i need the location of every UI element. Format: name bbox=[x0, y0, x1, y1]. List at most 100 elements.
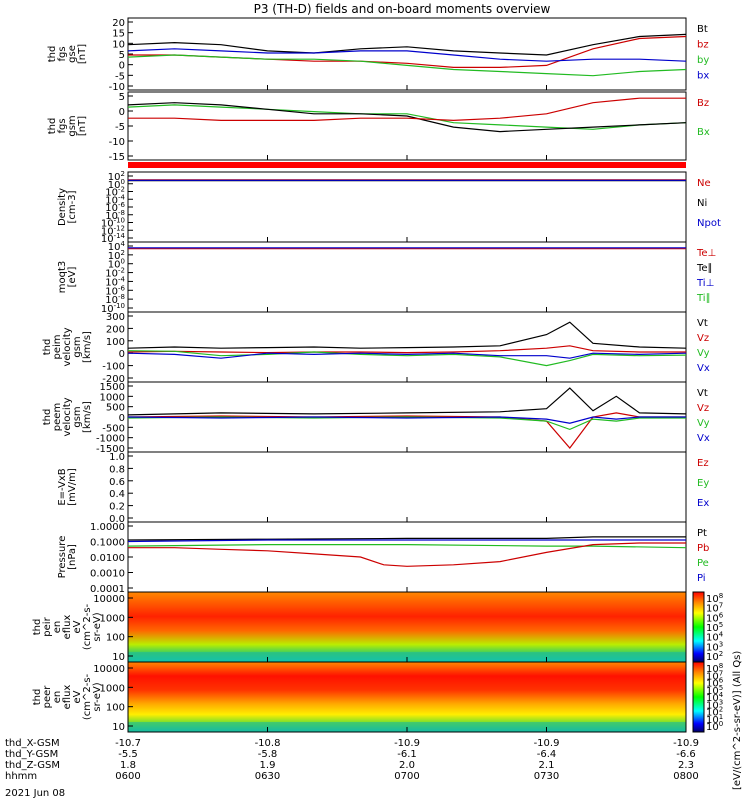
panel-frame bbox=[127, 171, 687, 243]
quality-flag-bar bbox=[128, 162, 686, 168]
tick-label: 105 bbox=[706, 684, 723, 697]
tick-label: 0.0100 bbox=[90, 553, 125, 564]
xaxis-value: 1.8 bbox=[120, 760, 136, 771]
series-line-pt bbox=[127, 536, 686, 541]
tick-label: 5 bbox=[119, 50, 125, 61]
legend-entry: Pt bbox=[697, 528, 707, 539]
tick-label: 10-4 bbox=[105, 275, 125, 288]
tick-label: 108 bbox=[706, 592, 723, 605]
legend-entry: Vt bbox=[697, 318, 708, 329]
axis-label: [km/s] bbox=[82, 401, 93, 433]
xaxis-value: -6.1 bbox=[397, 749, 417, 760]
tick-label: 0.0 bbox=[109, 514, 125, 525]
tick-label: 0.1000 bbox=[90, 538, 125, 549]
axis-label: velocity bbox=[62, 327, 73, 366]
axis-label: [nPa] bbox=[67, 544, 78, 570]
axis-label: eV bbox=[72, 690, 83, 703]
xaxis-value: 0700 bbox=[394, 771, 419, 782]
axis-label: gsm bbox=[72, 336, 83, 357]
xaxis-value: -10.9 bbox=[673, 738, 699, 749]
tick-label: 20 bbox=[112, 18, 125, 29]
axis-label: gsm bbox=[72, 406, 83, 427]
xaxis-row-name: thd_Y-GSM bbox=[5, 749, 58, 760]
panel-8: 10000 1000 100 10 thd peir en eflux eV (cm^2-s-sr… bbox=[32, 591, 687, 663]
series-line-vt bbox=[127, 321, 687, 349]
legend-entry: Ez bbox=[697, 458, 709, 469]
legend-entry: Vz bbox=[697, 403, 709, 414]
axis-label: peem bbox=[52, 403, 63, 431]
axis-label: eV bbox=[72, 620, 83, 633]
axis-label: thd bbox=[47, 118, 58, 135]
series-line-bx bbox=[127, 48, 687, 62]
series-line-by bbox=[127, 54, 687, 77]
spectrogram bbox=[128, 592, 686, 662]
xaxis-value: 0630 bbox=[255, 771, 280, 782]
axis-label: eflux bbox=[62, 615, 73, 640]
tick-label: 0 bbox=[119, 349, 125, 360]
tick-label: 103 bbox=[706, 698, 723, 711]
xaxis-row-name: thd_Z-GSM bbox=[5, 760, 60, 771]
tick-label: -1000 bbox=[96, 434, 125, 445]
tick-label: 10-12 bbox=[101, 224, 125, 237]
colorbar-ion bbox=[692, 591, 705, 663]
legend-entry: Ti∥ bbox=[696, 293, 711, 304]
axis-label: peer bbox=[42, 685, 53, 709]
legend-entry: Te∥ bbox=[696, 263, 713, 274]
colorbar-electron bbox=[692, 661, 705, 733]
legend-entry: bx bbox=[697, 71, 709, 82]
axis-label: fgs bbox=[57, 46, 68, 61]
panel-1: 5 0 -5 -10 -15 thd fgs gsm [nT] Bz Bx bbox=[47, 91, 710, 163]
tick-label: 1000 bbox=[100, 613, 125, 624]
tick-label: 0.2 bbox=[109, 502, 125, 513]
axis-label: [eV] bbox=[67, 267, 78, 288]
axis-label: fgs bbox=[57, 118, 68, 133]
series-line-bz bbox=[128, 35, 687, 69]
tick-label: 103 bbox=[706, 640, 723, 653]
series-line-vx bbox=[127, 416, 686, 424]
legend-entry: Bx bbox=[697, 127, 710, 138]
series-line-bx bbox=[127, 104, 687, 130]
panel-frame bbox=[127, 241, 687, 313]
tick-label: 105 bbox=[706, 621, 723, 634]
axis-label: thd bbox=[32, 689, 43, 706]
tick-label: 100 bbox=[106, 633, 125, 644]
tick-label: 104 bbox=[706, 631, 724, 644]
tick-label: 200 bbox=[106, 324, 125, 335]
tick-label: 1000 bbox=[100, 392, 125, 403]
axis-label: [nT] bbox=[77, 44, 88, 64]
legend-entry: Ey bbox=[697, 478, 709, 489]
tick-label: 0.6 bbox=[109, 477, 125, 488]
legend-entry: Vx bbox=[697, 363, 710, 374]
xaxis-value: 2.0 bbox=[399, 760, 415, 771]
legend-entry: Pe bbox=[697, 558, 709, 569]
tick-label: 0 bbox=[119, 107, 125, 118]
tick-label: -10 bbox=[109, 137, 125, 148]
tick-label: 10-6 bbox=[105, 284, 125, 297]
axis-label: Pressure bbox=[57, 536, 68, 579]
legend-entry: Npot bbox=[697, 218, 721, 229]
tick-label: 106 bbox=[706, 677, 724, 690]
tick-label: 0.0001 bbox=[90, 584, 125, 595]
axis-label: sr-eV) bbox=[92, 682, 103, 711]
tick-label: 10-2 bbox=[105, 267, 125, 280]
tick-label: 10-8 bbox=[105, 293, 125, 306]
tick-label: 100 bbox=[106, 337, 125, 348]
axis-label: en bbox=[52, 621, 63, 634]
axis-label: E=-VxB bbox=[57, 468, 68, 505]
tick-label: 108 bbox=[706, 662, 723, 675]
tick-label: -500 bbox=[102, 423, 125, 434]
tick-label: -200 bbox=[102, 374, 125, 385]
tick-label: -5 bbox=[115, 122, 125, 133]
tick-label: 10-6 bbox=[105, 201, 125, 214]
axis-label: (cm^2-s- bbox=[82, 673, 93, 720]
tick-label: 10 bbox=[112, 39, 125, 50]
tick-label: 104 bbox=[706, 691, 724, 704]
legend-entry: by bbox=[697, 55, 709, 66]
series-line-bt bbox=[127, 33, 687, 56]
xaxis-value: 2.1 bbox=[539, 760, 555, 771]
tick-label: 10-10 bbox=[101, 302, 125, 315]
